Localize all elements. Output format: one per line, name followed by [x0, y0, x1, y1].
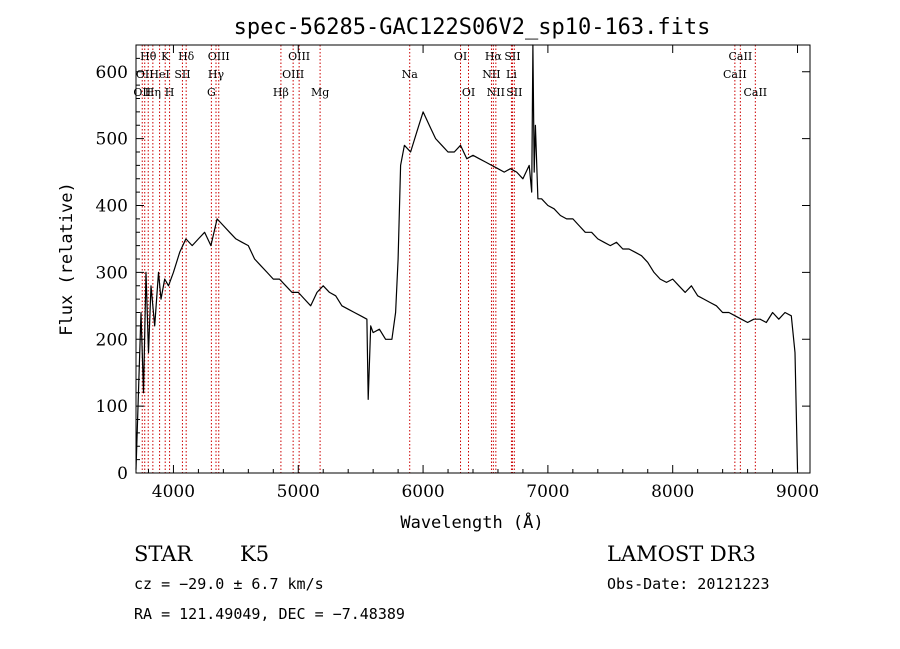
- marker-label: G: [207, 86, 216, 99]
- marker-label: HeI: [149, 68, 169, 81]
- marker-label: CaII: [723, 68, 747, 81]
- marker-label: Hγ: [208, 68, 225, 81]
- object-class: STAR: [134, 542, 193, 566]
- coordinates: RA = 121.49049, DEC = −7.48389: [134, 605, 405, 623]
- x-axis-ticks: 4000 5000 6000 7000 8000 9000: [147, 45, 819, 502]
- marker-label: NII: [487, 86, 505, 99]
- x-axis-label: Wavelength (Å): [400, 511, 543, 533]
- marker-label: OI: [454, 50, 467, 63]
- marker-label: OI: [462, 86, 475, 99]
- y-tick-label: 500: [96, 130, 128, 150]
- y-tick-label: 300: [96, 263, 128, 283]
- x-tick-label: 4000: [152, 482, 195, 502]
- chart-title: spec-56285-GAC122S06V2_sp10-163.fits: [234, 15, 711, 40]
- observation-date: Obs-Date: 20121223: [607, 575, 770, 593]
- marker-label: SII: [506, 86, 522, 99]
- marker-label: OIII: [282, 68, 304, 81]
- marker-label: Hη: [145, 86, 161, 99]
- survey-name: LAMOST DR3: [607, 542, 756, 566]
- marker-label: CaII: [729, 50, 753, 63]
- x-tick-label: 8000: [651, 482, 694, 502]
- marker-label: H: [165, 86, 175, 99]
- marker-label: K: [161, 50, 170, 63]
- x-tick-label: 6000: [401, 482, 444, 502]
- marker-label: Hδ: [178, 50, 195, 63]
- marker-label: SII: [174, 68, 190, 81]
- y-tick-label: 200: [96, 330, 128, 350]
- marker-label: Li: [506, 68, 517, 81]
- marker-label: Na: [402, 68, 419, 81]
- x-tick-label: 5000: [277, 482, 320, 502]
- marker-label: Mg: [311, 86, 329, 99]
- marker-label: OII: [133, 86, 151, 99]
- y-tick-label: 0: [117, 464, 128, 484]
- plot-frame: [135, 44, 811, 474]
- line-marker-labels: OIIOIIHθHηHeIKHSIIHδGHγOIIIHβOIIIOIIIMgN…: [133, 50, 767, 99]
- line-markers: [141, 45, 756, 473]
- marker-label: CaII: [743, 86, 767, 99]
- y-tick-label: 600: [96, 63, 128, 83]
- marker-label: NII: [482, 68, 500, 81]
- marker-label: OIII: [288, 50, 310, 63]
- redshift-velocity: cz = −29.0 ± 6.7 km/s: [134, 575, 324, 593]
- x-tick-label: 7000: [526, 482, 569, 502]
- x-tick-label: 9000: [776, 482, 819, 502]
- y-axis-ticks: 0 100 200 300 400 500 600: [96, 57, 810, 484]
- y-axis-label: Flux (relative): [57, 182, 77, 336]
- marker-label: Hβ: [273, 86, 289, 99]
- marker-label: OIII: [208, 50, 230, 63]
- y-tick-label: 400: [96, 197, 128, 217]
- flux-series-line: [135, 44, 799, 470]
- object-subclass: K5: [240, 542, 269, 566]
- marker-label: Hα: [485, 50, 503, 63]
- y-tick-label: 100: [96, 397, 128, 417]
- marker-label: SII: [504, 50, 520, 63]
- marker-label: Hθ: [140, 50, 157, 63]
